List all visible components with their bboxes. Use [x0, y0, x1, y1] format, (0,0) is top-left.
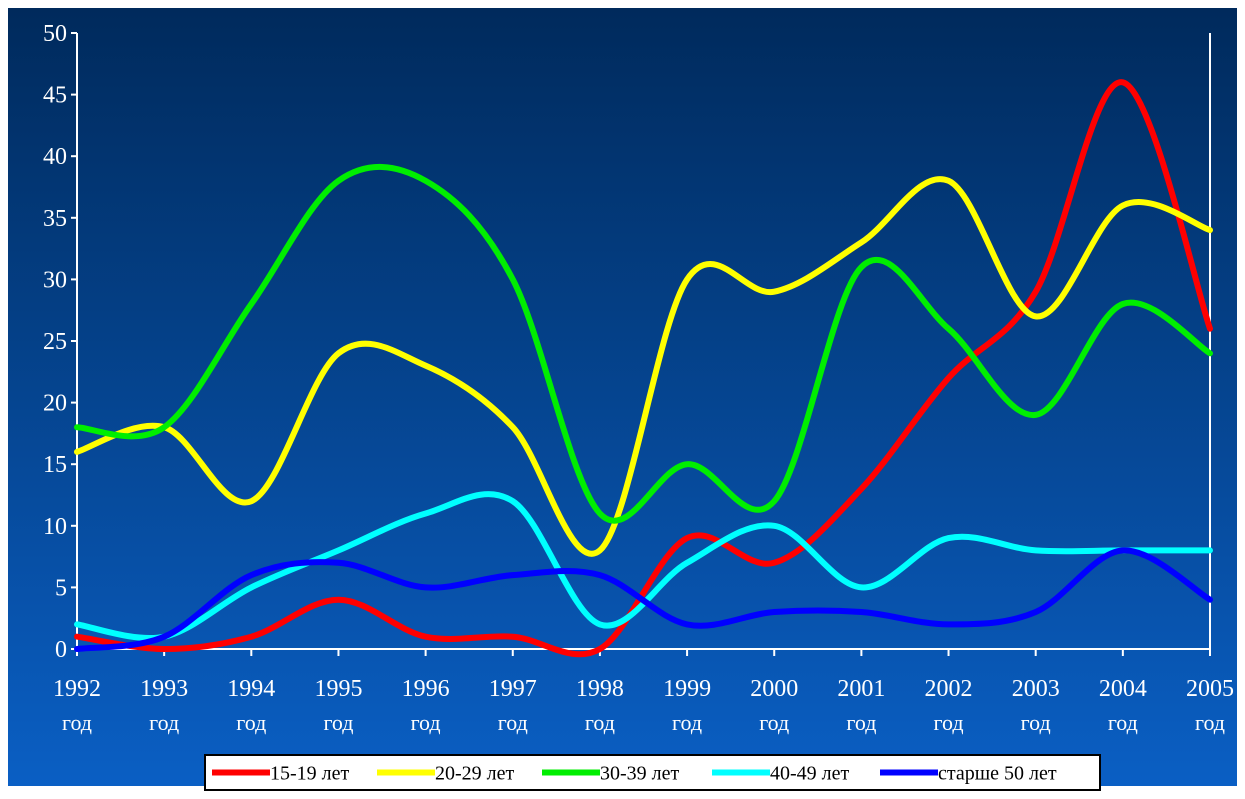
legend: 15-19 лет 20-29 лет 30-39 лет 40-49 лет стар…: [204, 754, 1101, 791]
x-tick-label-year: 2003: [1012, 676, 1060, 702]
x-tick-label-year: 1992: [53, 676, 101, 702]
series-line-2: [74, 176, 1213, 557]
series-line-5: [74, 547, 1213, 652]
x-tick-label-unit: год: [1108, 710, 1138, 735]
legend-label: 30-39 лет: [600, 763, 680, 785]
series-line-1: [74, 79, 1213, 658]
series-lines: [74, 79, 1213, 658]
x-tick-label-unit: год: [62, 710, 92, 735]
y-tick-label: 30: [43, 267, 67, 293]
x-tick-label-unit: год: [1195, 710, 1225, 735]
legend-label: старше 50 лет: [938, 763, 1057, 785]
x-tick-label-year: 1993: [140, 676, 188, 702]
x-tick-label-unit: год: [1021, 710, 1051, 735]
legend-label: 40-49 лет: [770, 763, 850, 785]
y-tick-label: 0: [55, 637, 67, 663]
legend-box: [204, 754, 1101, 791]
x-tick-label-unit: год: [585, 710, 615, 735]
x-tick-label-unit: год: [759, 710, 789, 735]
x-tick-label-year: 1997: [489, 676, 537, 702]
x-tick-label-year: 2004: [1099, 676, 1147, 702]
x-tick-label-year: 2000: [750, 676, 798, 702]
x-tick-label-year: 1994: [227, 676, 275, 702]
x-tick-label-unit: год: [846, 710, 876, 735]
x-tick-label-year: 2001: [837, 676, 885, 702]
y-tick-label: 15: [43, 452, 67, 478]
x-tick-label-unit: год: [149, 710, 179, 735]
legend-label: 20-29 лет: [435, 763, 515, 785]
y-tick-label: 40: [43, 144, 67, 170]
series-line-4: [74, 491, 1213, 641]
x-tick-label-unit: год: [323, 710, 353, 735]
x-tick-label-year: 1998: [576, 676, 624, 702]
x-tick-label-year: 2005: [1186, 676, 1234, 702]
y-tick-label: 20: [43, 391, 67, 417]
y-tick-label: 45: [43, 83, 67, 109]
x-tick-label-unit: год: [411, 710, 441, 735]
x-tick-label-year: 1996: [402, 676, 450, 702]
x-tick-label-year: 1999: [663, 676, 711, 702]
x-tick-label-year: 1995: [314, 676, 362, 702]
y-tick-label: 25: [43, 329, 67, 355]
series-line-3: [74, 163, 1213, 524]
chart-background: [8, 8, 1237, 786]
y-tick-label: 50: [43, 21, 67, 47]
x-tick-label-unit: год: [672, 710, 702, 735]
x-tick-label-unit: год: [498, 710, 528, 735]
axes: 0 5 10 15 20 25 30 35 40 45 50 1992 год 1993 год 1994 го…: [43, 21, 1234, 735]
y-tick-label: 10: [43, 514, 67, 540]
x-tick-label-unit: год: [934, 710, 964, 735]
y-tick-label: 5: [55, 575, 67, 601]
x-tick-label-unit: год: [236, 710, 266, 735]
y-tick-label: 35: [43, 206, 67, 232]
x-tick-label-year: 2002: [925, 676, 973, 702]
legend-label: 15-19 лет: [270, 763, 350, 785]
